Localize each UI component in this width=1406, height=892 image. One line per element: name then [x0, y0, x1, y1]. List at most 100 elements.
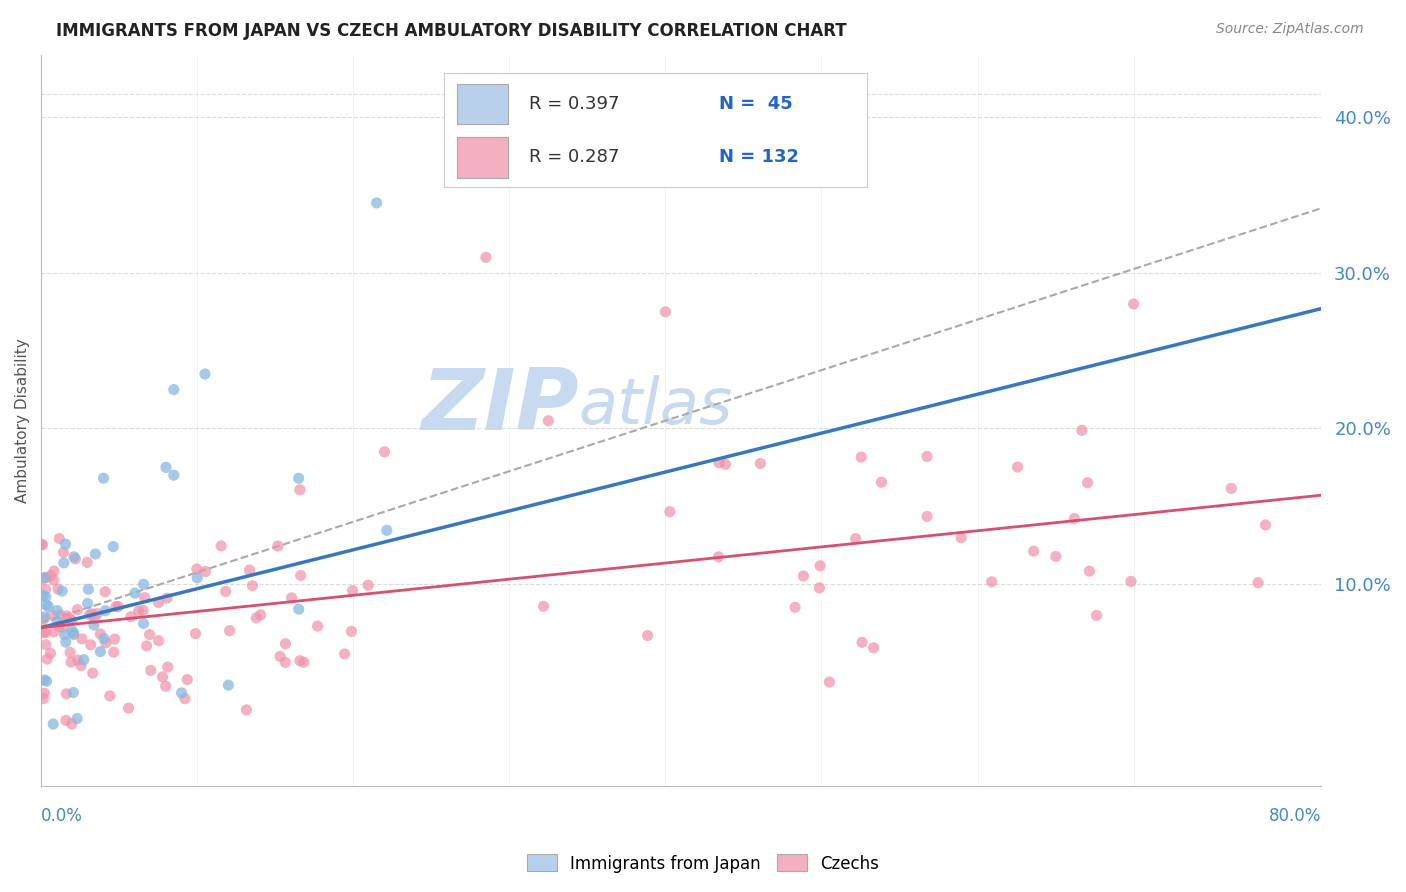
Point: [1122, 297, 1144, 311]
Point: [66, 711, 89, 725]
Point: [138, 627, 160, 641]
Point: [1007, 460, 1029, 475]
Point: [31, 572, 53, 586]
Point: [174, 691, 197, 706]
Point: [245, 611, 267, 625]
Point: [980, 574, 1002, 589]
Point: [818, 675, 841, 690]
Point: [287, 471, 309, 485]
Text: Source: ZipAtlas.com: Source: ZipAtlas.com: [1216, 22, 1364, 37]
Point: [65, 551, 87, 566]
Point: [194, 565, 217, 579]
Point: [135, 639, 157, 653]
Point: [707, 549, 730, 564]
Point: [32, 691, 55, 706]
Point: [79, 607, 101, 622]
Point: [707, 456, 730, 470]
Point: [104, 632, 127, 646]
Point: [235, 703, 257, 717]
Point: [851, 635, 873, 649]
Point: [269, 649, 291, 664]
Point: [139, 664, 162, 678]
Point: [292, 655, 315, 669]
Point: [475, 251, 498, 265]
Point: [340, 624, 363, 639]
Point: [82, 666, 104, 681]
Point: [749, 457, 772, 471]
Point: [56, 609, 79, 624]
Point: [845, 532, 868, 546]
Point: [53, 628, 76, 642]
Point: [46, 582, 69, 596]
Point: [89, 627, 111, 641]
Point: [156, 591, 179, 606]
Point: [46, 604, 69, 618]
Point: [34, 582, 56, 597]
Point: [98, 689, 121, 703]
Point: [307, 619, 329, 633]
Point: [86, 607, 108, 621]
Point: [55, 537, 77, 551]
Point: [249, 607, 271, 622]
Point: [60, 717, 83, 731]
Point: [714, 458, 737, 472]
Point: [375, 523, 398, 537]
Point: [37, 599, 59, 614]
Point: [48, 619, 70, 633]
Point: [60, 624, 83, 638]
Point: [35, 571, 58, 585]
Point: [32, 589, 55, 603]
Point: [62, 685, 84, 699]
Point: [333, 647, 356, 661]
Point: [35, 590, 58, 604]
Point: [533, 599, 555, 614]
Point: [1076, 475, 1098, 490]
Point: [217, 678, 239, 692]
Point: [132, 616, 155, 631]
Point: [34, 610, 56, 624]
Point: [77, 582, 100, 597]
Point: [62, 627, 84, 641]
Point: [950, 531, 973, 545]
Point: [155, 679, 177, 693]
Point: [288, 654, 311, 668]
Point: [63, 549, 86, 564]
Point: [94, 584, 117, 599]
Point: [30, 537, 52, 551]
Point: [107, 599, 129, 614]
Point: [34, 570, 56, 584]
Point: [35, 674, 58, 689]
Point: [163, 383, 186, 397]
Point: [34, 686, 56, 700]
Point: [42, 717, 65, 731]
Point: [124, 586, 146, 600]
Point: [94, 636, 117, 650]
Point: [93, 632, 115, 646]
Point: [39, 646, 62, 660]
Point: [42, 573, 65, 587]
Point: [120, 609, 142, 624]
Point: [80, 607, 103, 621]
Point: [1254, 518, 1277, 533]
Point: [46, 615, 69, 629]
Point: [32, 625, 55, 640]
Point: [290, 568, 312, 582]
Point: [60, 614, 83, 628]
Point: [238, 563, 260, 577]
Point: [80, 638, 103, 652]
Point: [134, 591, 156, 605]
Point: [915, 450, 938, 464]
Point: [62, 626, 84, 640]
Text: 80.0%: 80.0%: [1268, 806, 1320, 825]
Point: [89, 644, 111, 658]
Point: [132, 603, 155, 617]
Point: [186, 562, 208, 576]
Point: [55, 687, 77, 701]
Point: [194, 367, 217, 381]
Point: [83, 618, 105, 632]
Point: [209, 539, 232, 553]
Point: [41, 608, 63, 623]
Point: [76, 555, 98, 569]
Point: [274, 655, 297, 669]
Point: [170, 686, 193, 700]
